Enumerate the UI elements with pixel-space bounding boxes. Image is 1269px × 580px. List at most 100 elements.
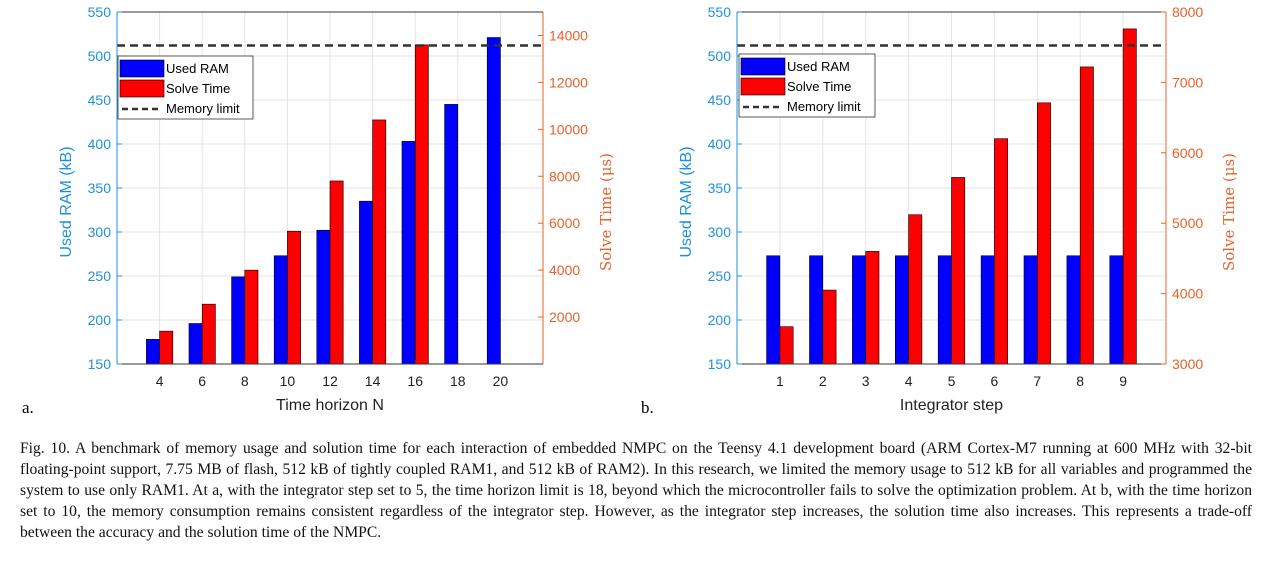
bar-solve-time <box>951 177 966 365</box>
x-tick-label: 2 <box>819 373 827 389</box>
legend-label: Used RAM <box>166 61 229 76</box>
right-tick-label: 4000 <box>1172 286 1203 302</box>
x-tick-label: 4 <box>156 373 164 389</box>
bar-solve-time <box>1037 102 1051 365</box>
legend-swatch-time <box>740 77 786 96</box>
bar-used-ram <box>316 229 331 365</box>
y-axis-label: Used RAM (kB) <box>58 146 75 257</box>
left-tick-label: 350 <box>88 180 112 196</box>
legend-label: Memory limit <box>787 99 861 114</box>
bar-used-ram <box>1066 255 1081 365</box>
left-tick-label: 500 <box>88 48 112 64</box>
x-tick-label: 9 <box>1119 373 1127 389</box>
y2-axis-label: Solve Time (μs) <box>597 153 615 271</box>
bar-solve-time <box>1079 66 1094 365</box>
right-tick-label: 12000 <box>549 74 588 90</box>
x-tick-label: 6 <box>991 373 999 389</box>
bar-used-ram <box>1109 255 1124 365</box>
left-tick-label: 550 <box>88 4 112 20</box>
left-tick-label: 200 <box>708 312 732 328</box>
x-tick-label: 3 <box>862 373 870 389</box>
legend-label: Used RAM <box>787 59 850 74</box>
bar-solve-time <box>822 289 837 365</box>
bar-used-ram <box>486 37 501 365</box>
bar-used-ram <box>1023 255 1038 365</box>
x-tick-label: 16 <box>407 373 423 389</box>
x-tick-label: 7 <box>1033 373 1041 389</box>
x-tick-label: 4 <box>905 373 913 389</box>
left-tick-label: 450 <box>88 92 112 108</box>
legend-swatch-ram <box>740 57 786 76</box>
bar-solve-time <box>244 269 259 365</box>
right-tick-label: 6000 <box>549 215 580 231</box>
left-tick-label: 300 <box>88 224 112 240</box>
bar-used-ram <box>980 255 995 365</box>
bar-used-ram <box>188 323 203 365</box>
x-axis-label: Time horizon N <box>276 397 384 414</box>
left-tick-label: 500 <box>708 48 732 64</box>
x-axis-label: Integrator step <box>900 397 1003 414</box>
y-axis-label: Used RAM (kB) <box>678 146 695 257</box>
x-tick-label: 5 <box>948 373 956 389</box>
bar-used-ram <box>766 255 781 365</box>
x-tick-label: 1 <box>776 373 784 389</box>
left-tick-label: 150 <box>708 356 732 372</box>
bar-used-ram <box>444 104 459 365</box>
left-tick-label: 200 <box>88 312 112 328</box>
bar-used-ram <box>809 255 824 365</box>
left-tick-label: 250 <box>708 268 732 284</box>
bar-solve-time <box>201 303 216 365</box>
bar-solve-time <box>1122 28 1137 365</box>
bar-solve-time <box>779 326 794 365</box>
bar-used-ram <box>231 276 246 365</box>
bar-used-ram <box>852 255 867 365</box>
bar-solve-time <box>994 138 1008 365</box>
left-tick-label: 350 <box>708 180 732 196</box>
panel-letter: b. <box>641 398 654 417</box>
bar-solve-time <box>329 180 344 365</box>
x-tick-label: 10 <box>280 373 296 389</box>
right-tick-label: 6000 <box>1172 145 1203 161</box>
right-tick-label: 3000 <box>1172 356 1203 372</box>
bar-used-ram <box>401 141 416 365</box>
bar-solve-time <box>372 119 387 365</box>
left-tick-label: 400 <box>88 136 112 152</box>
right-tick-label: 4000 <box>549 262 580 278</box>
bar-used-ram <box>895 255 909 365</box>
bar-solve-time <box>908 214 923 365</box>
right-tick-label: 10000 <box>549 121 588 137</box>
chart-panel-b: 150 200 250 300 350 400 450 500 550 3000 4000 5000 6… <box>641 4 1238 417</box>
left-tick-label: 450 <box>708 92 732 108</box>
bar-used-ram <box>146 339 160 365</box>
bar-used-ram <box>937 255 952 365</box>
bar-used-ram <box>359 200 373 365</box>
legend-swatch-ram <box>119 59 165 78</box>
left-tick-label: 300 <box>708 224 732 240</box>
x-tick-label: 12 <box>322 373 338 389</box>
x-tick-label: 18 <box>450 373 466 389</box>
bar-solve-time <box>159 330 174 365</box>
bar-solve-time <box>865 251 880 365</box>
chart-panel-a: 150 200 250 300 350 400 450 500 550 2000 4000 6000 8… <box>22 4 615 417</box>
right-tick-label: 5000 <box>1172 215 1203 231</box>
legend-label: Memory limit <box>166 101 240 116</box>
legend-label: Solve Time <box>166 81 230 96</box>
legend-swatch-time <box>119 79 165 98</box>
x-tick-label: 14 <box>365 373 381 389</box>
x-tick-label: 6 <box>198 373 206 389</box>
right-tick-label: 2000 <box>549 309 580 325</box>
bar-solve-time <box>414 44 429 365</box>
left-tick-label: 150 <box>88 356 112 372</box>
x-tick-label: 20 <box>493 373 509 389</box>
y2-axis-label: Solve Time (μs) <box>1220 153 1238 271</box>
left-tick-label: 400 <box>708 136 732 152</box>
bar-solve-time <box>287 230 301 365</box>
figure-caption: Fig. 10. A benchmark of memory usage and… <box>20 440 1252 541</box>
left-tick-label: 550 <box>708 4 732 20</box>
right-tick-label: 8000 <box>549 168 580 184</box>
legend-label: Solve Time <box>787 79 851 94</box>
bar-used-ram <box>273 255 288 365</box>
x-tick-label: 8 <box>1076 373 1084 389</box>
panel-letter: a. <box>22 398 34 417</box>
right-tick-label: 8000 <box>1172 4 1203 20</box>
